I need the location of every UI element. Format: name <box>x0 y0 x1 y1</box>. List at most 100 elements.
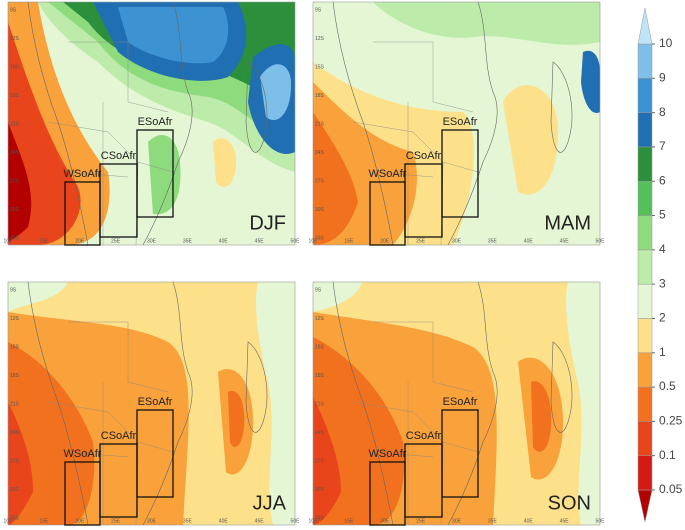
borders <box>352 41 479 245</box>
colorbar-bin <box>637 421 653 456</box>
colorbar-bin <box>637 386 653 422</box>
y-tick-label: 15S <box>315 64 325 70</box>
colorbar-bin <box>637 180 653 216</box>
x-tick-label: 10E <box>4 518 14 524</box>
region-label: CSoAfr <box>101 150 137 162</box>
y-tick-label: 33S <box>10 235 20 241</box>
x-tick-label: 35E <box>488 518 498 524</box>
x-tick-label: 45E <box>560 238 570 244</box>
x-tick-label: 45E <box>560 518 570 524</box>
map-panel: WSoAfr CSoAfr ESoAfr MAM 10E 15E 20E 25E 30E 35E 4… <box>309 1 606 246</box>
y-tick-label: 12S <box>10 36 20 42</box>
y-tick-label: 15S <box>315 344 325 350</box>
panel-frame <box>7 281 296 526</box>
y-tick-label: 27S <box>315 458 325 464</box>
x-tick-label: 30E <box>147 238 157 244</box>
x-tick-label: 25E <box>416 518 426 524</box>
colorbar-high <box>637 7 653 45</box>
colorbar-label: 0.1 <box>659 448 676 462</box>
borders <box>47 321 174 525</box>
x-tick-label: 25E <box>416 238 426 244</box>
y-tick-label: 9S <box>315 7 322 13</box>
x-tick-label: 40E <box>524 518 534 524</box>
region-label: CSoAfr <box>406 430 442 442</box>
x-tick-label: 15E <box>344 518 354 524</box>
contour-area <box>581 50 600 113</box>
contour-area <box>256 282 295 525</box>
contour-area <box>118 7 229 64</box>
x-tick-label: 35E <box>183 518 193 524</box>
y-tick-label: 21S <box>10 121 20 127</box>
contour-area <box>503 85 558 195</box>
contour-area <box>8 402 33 525</box>
colorbar-label: 10 <box>659 36 673 50</box>
x-tick-label: 40E <box>219 518 229 524</box>
colorbar-label: 9 <box>659 70 666 84</box>
contour-area <box>213 138 237 187</box>
panel-frame <box>312 281 601 526</box>
colorbar-label: 3 <box>659 276 666 290</box>
colorbar-label: 1 <box>659 345 666 359</box>
season-label: SON <box>548 492 591 514</box>
contour-area <box>8 122 32 242</box>
map-field <box>8 2 295 245</box>
x-tick-label: 10E <box>4 238 14 244</box>
map-panel: WSoAfr CSoAfr ESoAfr JJA 10E 15E 20E 25E 30E 35E 4… <box>4 281 301 526</box>
x-tick-label: 50E <box>291 518 301 524</box>
x-tick-label: 50E <box>596 238 606 244</box>
x-tick-label: 10E <box>309 518 319 524</box>
y-tick-label: 24S <box>10 150 20 156</box>
contour-area <box>313 282 363 312</box>
x-tick-label: 40E <box>524 238 534 244</box>
colorbar-bin <box>637 249 653 285</box>
y-tick-label: 27S <box>10 178 20 184</box>
contour-area <box>313 112 358 245</box>
y-tick-label: 12S <box>315 36 325 42</box>
contour-area <box>531 381 552 452</box>
map-panel: WSoAfr CSoAfr ESoAfr SON 10E 15E 20E 25E 30E 35E 4… <box>309 281 605 526</box>
season-label: JJA <box>253 492 287 514</box>
borders <box>47 41 174 245</box>
coastline <box>332 2 573 245</box>
map-panel: WSoAfr CSoAfr ESoAfr DJF 10E 15E 20E 25E 30E 35E 4… <box>4 1 301 246</box>
y-tick-label: 33S <box>315 235 325 241</box>
y-tick-label: 18S <box>10 373 20 379</box>
region-label: ESoAfr <box>138 116 173 128</box>
region-label: ESoAfr <box>443 396 478 408</box>
y-tick-label: 21S <box>315 121 325 127</box>
x-tick-label: 30E <box>147 518 157 524</box>
y-tick-label: 15S <box>10 344 20 350</box>
colorbar-label: 0.5 <box>659 379 676 393</box>
colorbar-bin <box>637 146 653 182</box>
x-tick-label: 50E <box>291 238 301 244</box>
y-tick-label: 33S <box>10 515 20 521</box>
x-tick-label: 10E <box>309 238 319 244</box>
colorbar-label: 0.05 <box>659 482 683 496</box>
region-label: ESoAfr <box>138 396 173 408</box>
x-tick-label: 45E <box>255 238 265 244</box>
coastline <box>27 282 268 525</box>
coastline <box>332 282 573 525</box>
colorbar-bin <box>637 78 653 113</box>
x-tick-label: 25E <box>111 238 121 244</box>
colorbar-bin <box>637 283 653 319</box>
x-tick-label: 40E <box>219 238 229 244</box>
y-tick-label: 30S <box>315 207 325 213</box>
colorbar-label: 0.25 <box>659 414 683 428</box>
x-tick-label: 20E <box>380 238 390 244</box>
y-tick-label: 27S <box>315 178 325 184</box>
region-label: CSoAfr <box>101 430 137 442</box>
contour-area <box>8 282 68 312</box>
colorbar-label: 6 <box>659 173 666 187</box>
region-label: ESoAfr <box>443 116 478 128</box>
colorbar-label: 2 <box>659 311 666 325</box>
contour-area <box>228 391 245 447</box>
x-tick-label: 35E <box>183 238 193 244</box>
region-box <box>136 129 174 218</box>
colorbar-bin <box>637 43 653 79</box>
colorbar-label: 8 <box>659 105 666 119</box>
colorbar-bin <box>637 215 653 251</box>
colorbar-bin <box>637 352 653 388</box>
map-field <box>8 282 295 525</box>
y-tick-label: 33S <box>315 515 325 521</box>
